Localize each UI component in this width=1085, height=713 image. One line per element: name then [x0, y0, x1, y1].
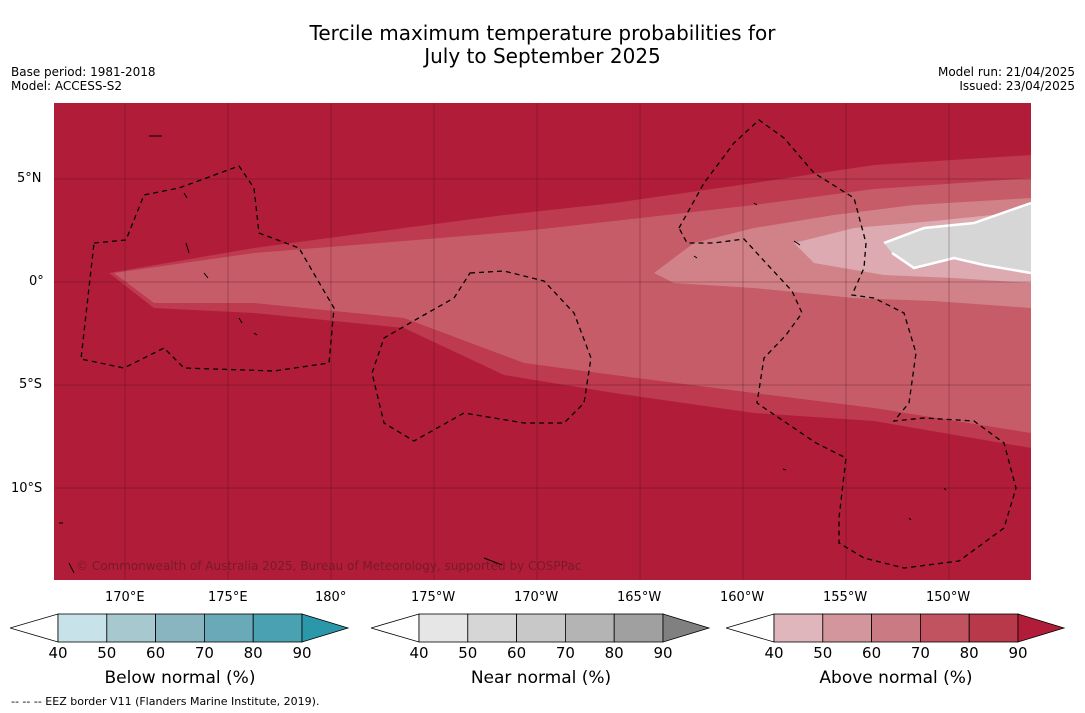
issued-date: Issued: 23/04/2025: [938, 79, 1075, 93]
ticks-below-normal: 40 50 60 70 80 90: [10, 644, 350, 664]
near-colorbar-segment: [614, 614, 663, 642]
lat-label-5s: 5°S: [19, 377, 42, 392]
lon-label-170w: 170°W: [514, 590, 558, 605]
eez-legend-footer: -- -- -- EEZ border V11 (Flanders Marine…: [11, 695, 319, 708]
below-colorbar-tick: 80: [238, 644, 268, 662]
below-colorbar-tick: 60: [141, 644, 171, 662]
below-colorbar-segment: [156, 614, 205, 642]
above-colorbar-tick: 40: [759, 644, 789, 662]
near-colorbar-tick: 80: [599, 644, 629, 662]
colorbar-below-normal: [10, 612, 350, 644]
below-colorbar-segment: [58, 614, 107, 642]
colorbar-label-above: Above normal (%): [726, 668, 1066, 688]
colorbar-near-normal: [371, 612, 711, 644]
lon-label-175e: 175°E: [208, 590, 248, 605]
near-colorbar-extend-low: [371, 614, 419, 642]
probability-map: [54, 103, 1031, 580]
ticks-above-normal: 40 50 60 70 80 90: [726, 644, 1066, 664]
near-colorbar-tick: 50: [453, 644, 483, 662]
near-colorbar-tick: 60: [502, 644, 532, 662]
title-line-2: July to September 2025: [0, 45, 1085, 68]
colorbar-label-near: Near normal (%): [371, 668, 711, 688]
below-colorbar-segment: [253, 614, 302, 642]
meta-left: Base period: 1981-2018 Model: ACCESS-S2: [11, 65, 156, 93]
below-colorbar-tick: 90: [287, 644, 317, 662]
ticks-near-normal: 40 50 60 70 80 90: [371, 644, 711, 664]
lat-label-0: 0°: [29, 274, 44, 289]
model-run: Model run: 21/04/2025: [938, 65, 1075, 79]
above-colorbar-extend-low: [726, 614, 774, 642]
lon-label-180: 180°: [315, 590, 346, 605]
colorbar-above-normal: [726, 612, 1066, 644]
near-colorbar-segment: [419, 614, 468, 642]
above-colorbar-segment: [969, 614, 1018, 642]
meta-right: Model run: 21/04/2025 Issued: 23/04/2025: [938, 65, 1075, 93]
below-colorbar-tick: 50: [92, 644, 122, 662]
lon-label-155w: 155°W: [823, 590, 867, 605]
above-colorbar-segment: [774, 614, 823, 642]
below-colorbar-extend-high: [302, 614, 348, 642]
lon-label-170e: 170°E: [105, 590, 145, 605]
lon-label-160w: 160°W: [720, 590, 764, 605]
below-colorbar-tick: 70: [189, 644, 219, 662]
lon-label-165w: 165°W: [617, 590, 661, 605]
above-colorbar-segment: [872, 614, 921, 642]
base-period: Base period: 1981-2018: [11, 65, 156, 79]
below-colorbar-extend-low: [10, 614, 58, 642]
lon-label-175w: 175°W: [411, 590, 455, 605]
above-colorbar-tick: 50: [808, 644, 838, 662]
near-colorbar-extend-high: [663, 614, 709, 642]
title-line-1: Tercile maximum temperature probabilitie…: [0, 22, 1085, 45]
below-colorbar-segment: [204, 614, 253, 642]
below-colorbar-tick: 40: [43, 644, 73, 662]
copyright-notice: © Commonwealth of Australia 2025, Bureau…: [76, 559, 581, 573]
map-title: Tercile maximum temperature probabilitie…: [0, 22, 1085, 68]
above-colorbar-tick: 80: [954, 644, 984, 662]
above-colorbar-tick: 70: [905, 644, 935, 662]
model-name: Model: ACCESS-S2: [11, 79, 156, 93]
near-colorbar-tick: 40: [404, 644, 434, 662]
below-colorbar-segment: [107, 614, 156, 642]
lat-label-10s: 10°S: [11, 481, 42, 496]
above-colorbar-segment: [823, 614, 872, 642]
colorbar-label-below: Below normal (%): [10, 668, 350, 688]
near-colorbar-segment: [468, 614, 517, 642]
above-colorbar-extend-high: [1018, 614, 1064, 642]
lat-label-5n: 5°N: [17, 171, 42, 186]
near-colorbar-tick: 90: [648, 644, 678, 662]
lon-label-150w: 150°W: [926, 590, 970, 605]
above-colorbar-tick: 90: [1003, 644, 1033, 662]
near-colorbar-segment: [565, 614, 614, 642]
near-colorbar-segment: [517, 614, 566, 642]
above-colorbar-segment: [920, 614, 969, 642]
above-colorbar-tick: 60: [857, 644, 887, 662]
near-colorbar-tick: 70: [550, 644, 580, 662]
